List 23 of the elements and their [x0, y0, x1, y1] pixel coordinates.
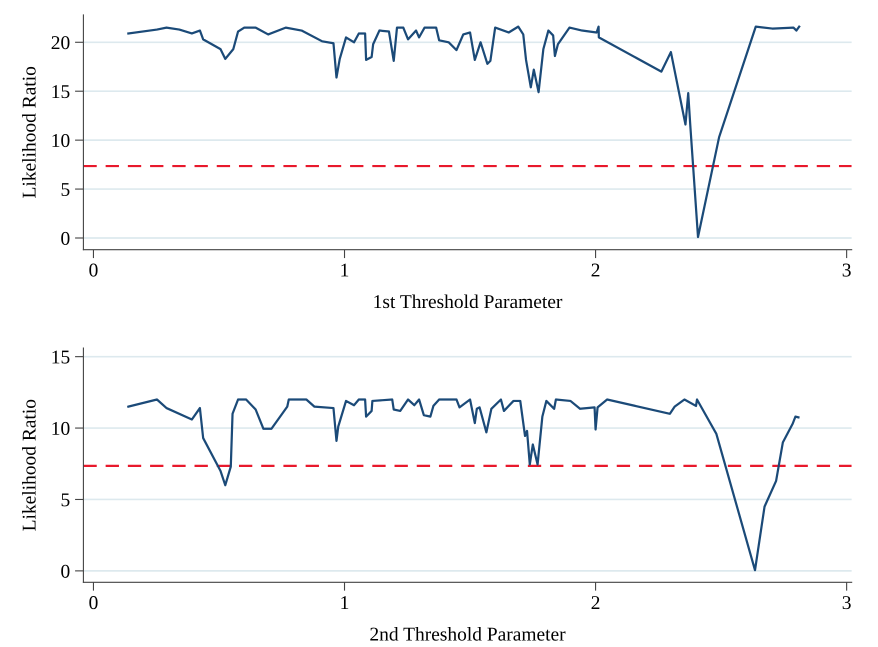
- x-tick-label: 2: [592, 264, 600, 276]
- line-series: [127, 398, 800, 572]
- y-tick-label: 5: [62, 493, 70, 506]
- x-tick-label: 2: [592, 596, 600, 609]
- x-tick-label: 3: [842, 264, 851, 277]
- x-tick-label: 0: [89, 264, 98, 277]
- x-axis-title: 1st Threshold Parameter: [374, 294, 562, 308]
- y-axis-title: Likelihood Ratio: [22, 66, 36, 198]
- y-tick-label: 0: [61, 564, 70, 578]
- y-tick-label: 10: [52, 422, 70, 435]
- y-tick-label: 15: [52, 85, 70, 98]
- y-tick-label: 20: [52, 36, 70, 50]
- line-series: [127, 26, 800, 238]
- x-tick-label: 1: [341, 596, 348, 609]
- y-tick-label: 15: [52, 350, 70, 364]
- y-tick-label: 10: [52, 134, 70, 148]
- x-axis-title: 2nd Threshold Parameter: [370, 627, 566, 641]
- y-tick-label: 5: [62, 183, 70, 196]
- x-tick-label: 0: [89, 596, 98, 610]
- x-tick-label: 3: [842, 596, 851, 610]
- y-tick-label: 0: [61, 232, 70, 245]
- x-tick-label: 1: [341, 264, 348, 276]
- y-axis-title: Likelihood Ratio: [22, 400, 36, 531]
